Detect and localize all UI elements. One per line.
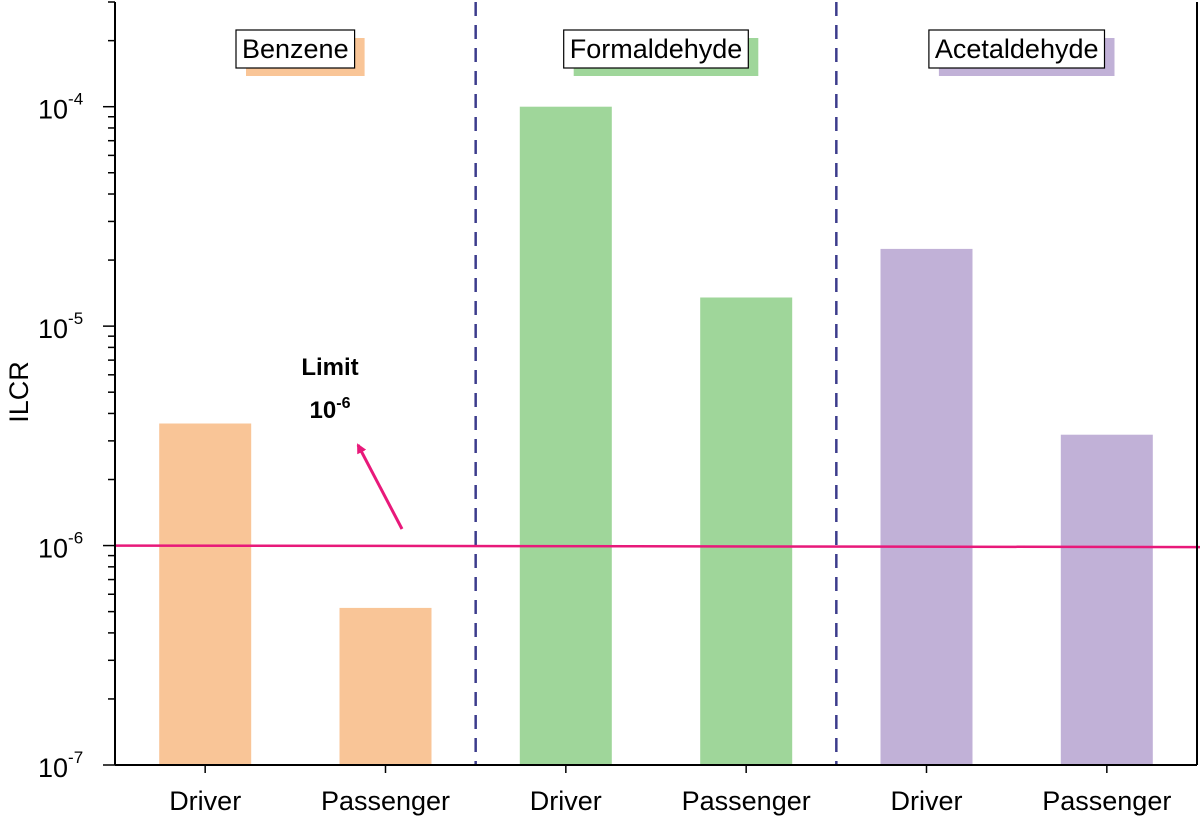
group-label-benzene: Benzene: [242, 34, 349, 64]
x-tick-label: Driver: [169, 786, 241, 816]
bar-formaldehyde-driver: [519, 106, 612, 765]
x-tick-label: Driver: [891, 786, 963, 816]
y-axis-label: ILCR: [4, 361, 34, 423]
x-tick-label: Passenger: [682, 786, 811, 816]
group-label-acetaldehyde: Acetaldehyde: [935, 34, 1099, 64]
limit-arrow: [356, 443, 404, 530]
group-label-box: [563, 29, 749, 69]
bar-acetaldehyde-driver: [880, 248, 973, 765]
x-tick-label: Passenger: [321, 786, 450, 816]
bar-acetaldehyde-passenger: [1060, 434, 1153, 765]
y-tick-label: 10-4: [38, 90, 83, 125]
y-tick-label: 10-5: [38, 309, 83, 344]
x-tick-label: Driver: [530, 786, 602, 816]
group-label-formaldehyde: Formaldehyde: [570, 34, 743, 64]
limit-value-label: 10-6: [310, 395, 351, 424]
x-tick-label: Passenger: [1042, 786, 1171, 816]
limit-line: [114, 544, 1200, 549]
bar-benzene-passenger: [339, 607, 432, 765]
bar-benzene-driver: [159, 423, 252, 765]
y-tick-label: 10-7: [38, 748, 83, 783]
limit-label: Limit: [301, 354, 358, 381]
group-label-box: [235, 29, 356, 69]
bar-formaldehyde-passenger: [700, 297, 793, 765]
group-label-box: [928, 29, 1106, 69]
y-tick-label: 10-6: [38, 529, 83, 564]
